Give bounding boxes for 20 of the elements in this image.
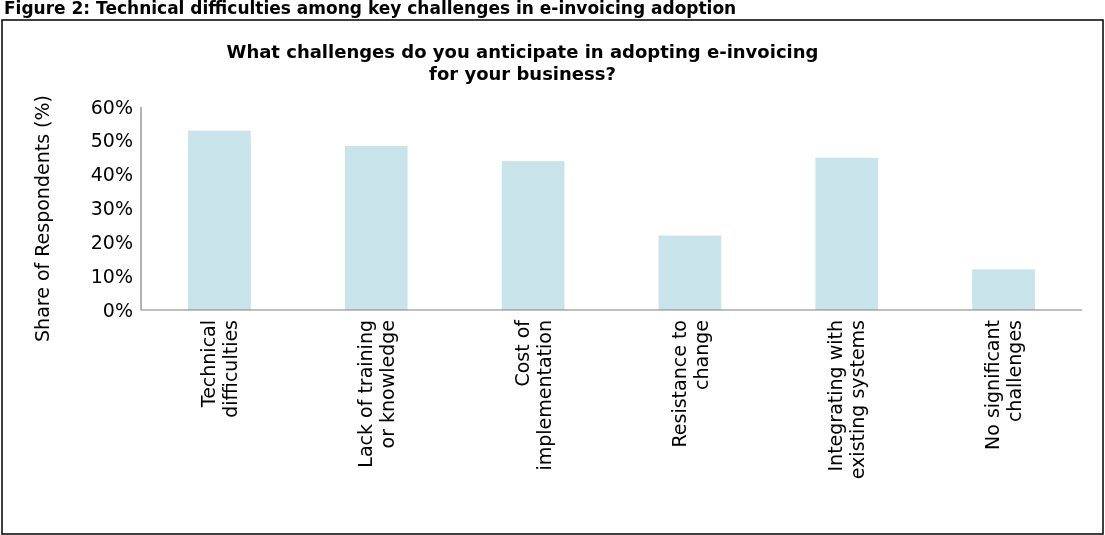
bar (188, 130, 251, 310)
chart-title: What challenges do you anticipate in adopting e-invoicing for your business? (226, 41, 819, 84)
y-tick-label: 10% (90, 264, 133, 287)
caption: Figure 2: Technical difficulties among key challenges in e-invoicing adoption (4, 0, 737, 18)
y-tick-label: 20% (90, 230, 133, 253)
y-tick-label: 40% (90, 163, 133, 186)
y-tick-label: 50% (90, 129, 133, 152)
x-tick-label: Resistance to change (667, 320, 712, 448)
x-tick-label: No significant challenges (981, 320, 1026, 450)
bar (344, 145, 408, 310)
y-tick-label: 60% (90, 95, 133, 118)
x-tick-label: Technical difficulties (197, 320, 242, 418)
y-tick-label: 0% (102, 298, 133, 321)
y-tick-label: 30% (90, 197, 133, 220)
bar (815, 157, 879, 310)
y-axis-title: Share of Respondents (%) (30, 95, 53, 342)
bar (501, 161, 565, 310)
bar (972, 269, 1035, 310)
bar (658, 235, 722, 310)
x-tick-label: Lack of training or knowledge (353, 320, 398, 468)
